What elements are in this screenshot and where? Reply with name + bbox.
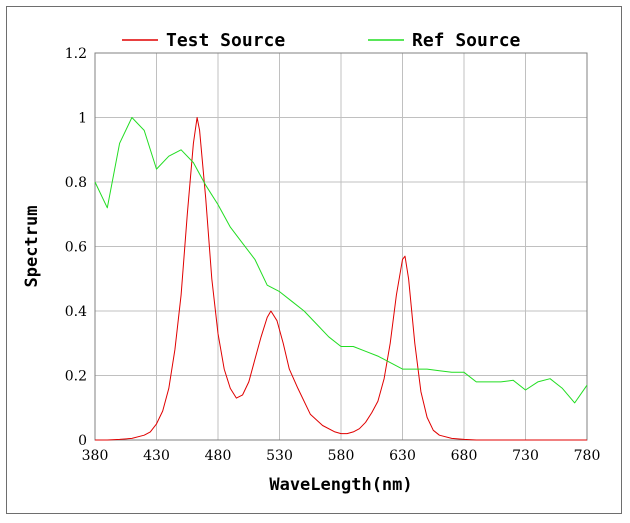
x-tick-label: 480 (205, 448, 232, 464)
y-tick-label: 0.6 (65, 240, 87, 256)
y-tick-labels: 0 0.2 0.4 0.6 0.8 1 1.2 (65, 46, 87, 449)
legend: Test Source Ref Source (122, 30, 521, 51)
x-tick-label: 780 (574, 448, 601, 464)
x-tick-labels: 380 430 480 530 580 630 680 730 780 (82, 448, 601, 464)
y-tick-label: 1.2 (65, 46, 87, 62)
legend-label-ref-source: Ref Source (412, 30, 521, 51)
y-axis-title: Spectrum (22, 206, 42, 288)
x-tick-label: 730 (512, 448, 539, 464)
x-tick-label: 530 (266, 448, 293, 464)
series-line-test-source (95, 117, 587, 441)
x-axis-title: WaveLength(nm) (269, 475, 412, 495)
x-tick-label: 680 (451, 448, 478, 464)
y-tick-label: 0.2 (65, 369, 87, 385)
x-tick-label: 580 (328, 448, 355, 464)
plot-area (94, 52, 588, 441)
series-line-ref-source (94, 117, 588, 404)
chart-frame (6, 6, 622, 514)
grid-lines (94, 52, 588, 441)
y-tick-label: 0.8 (65, 175, 87, 191)
y-tick-label: 1 (78, 111, 87, 127)
series-layer (94, 117, 588, 441)
y-tick-label: 0.4 (65, 304, 87, 320)
x-tick-label: 430 (143, 448, 170, 464)
x-tick-label: 630 (389, 448, 416, 464)
legend-label-test-source: Test Source (166, 30, 285, 51)
y-tick-label: 0 (78, 433, 87, 449)
x-tick-label: 380 (82, 448, 109, 464)
